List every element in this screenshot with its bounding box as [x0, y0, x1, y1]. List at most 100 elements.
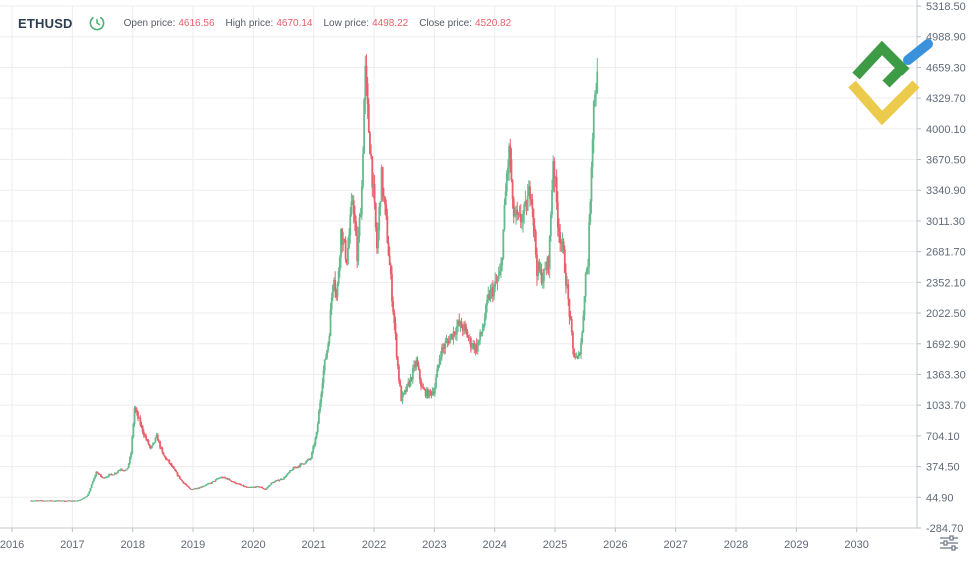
candle-body: [478, 339, 480, 343]
candle-body: [250, 486, 253, 488]
candle-body: [247, 486, 250, 488]
candle-body: [592, 101, 595, 140]
candle-body: [525, 201, 528, 211]
candle-body: [135, 410, 138, 413]
candle-body: [313, 444, 316, 447]
candle-body: [447, 340, 450, 344]
candle-body: [190, 489, 193, 491]
candle-body: [110, 474, 113, 476]
candle-body: [261, 487, 264, 489]
candle-body: [219, 477, 222, 479]
candle-body: [451, 333, 454, 339]
candle-body: [289, 470, 291, 473]
candle-body: [546, 257, 549, 271]
candle-body: [428, 390, 431, 398]
candle-body: [341, 228, 344, 245]
candle-body: [294, 467, 297, 469]
candle-body: [460, 321, 463, 328]
candle-body: [594, 94, 596, 102]
candle-body: [318, 411, 320, 424]
candle-body: [113, 473, 116, 475]
candle-body: [258, 486, 261, 488]
candle-body: [369, 132, 371, 155]
candle-body: [433, 387, 436, 394]
candle-body: [589, 201, 592, 223]
candle-body: [186, 485, 189, 487]
candle-body: [307, 458, 310, 461]
y-tick-label: 374.50: [926, 462, 960, 474]
candle-body: [62, 500, 65, 502]
candle-body: [282, 479, 284, 481]
candles: [30, 54, 599, 502]
candle-body: [511, 180, 514, 199]
candle-body: [159, 441, 161, 448]
candle-body: [182, 481, 185, 483]
candle-body: [356, 235, 359, 262]
x-tick-label: 2018: [120, 539, 144, 551]
candle-body: [363, 99, 366, 154]
candle-body: [211, 481, 214, 484]
candle-body: [540, 269, 543, 284]
candle-body: [306, 460, 309, 462]
candle-body: [202, 486, 204, 488]
candle-body: [233, 481, 236, 483]
candle-body: [112, 474, 115, 476]
candle-body: [144, 435, 146, 437]
candle-body: [30, 500, 33, 502]
candle-body: [415, 359, 418, 367]
candle-body: [538, 262, 541, 271]
candle-body: [413, 364, 415, 369]
candle-body: [391, 274, 393, 302]
candle-body: [480, 332, 483, 334]
candle-body: [87, 493, 90, 496]
candle-body: [262, 488, 265, 490]
candle-body: [543, 268, 545, 282]
candle-body: [64, 500, 66, 502]
candle-body: [300, 463, 303, 465]
candle-body: [52, 500, 55, 502]
candle-body: [574, 357, 577, 359]
candle-body: [124, 469, 127, 471]
candle-body: [416, 359, 419, 366]
candle-body: [376, 227, 378, 249]
candle-body: [37, 500, 40, 502]
candle-body: [75, 500, 78, 502]
candle-body: [486, 299, 488, 305]
candle-body: [475, 344, 478, 352]
candle-body: [148, 444, 151, 447]
candle-body: [238, 483, 240, 485]
candle-body: [531, 199, 534, 209]
y-tick-label: -284.70: [926, 523, 963, 535]
candle-body: [403, 390, 406, 393]
settings-sliders-icon[interactable]: [939, 535, 959, 551]
candle-body: [359, 214, 362, 218]
candle-body: [171, 466, 174, 468]
candle-body: [220, 477, 223, 479]
candle-body: [585, 269, 588, 274]
x-tick-label: 2016: [0, 539, 24, 551]
candle-body: [180, 478, 182, 480]
candle-body: [342, 239, 345, 245]
candle-body: [101, 476, 103, 478]
candle-body: [411, 368, 414, 380]
candle-body: [437, 364, 440, 369]
candle-body: [93, 478, 95, 482]
candle-body: [529, 186, 531, 199]
candle-body: [295, 467, 298, 469]
candle-body: [552, 161, 555, 191]
candle-body: [373, 183, 376, 203]
candle-body: [490, 287, 493, 291]
clock-icon[interactable]: [89, 15, 105, 31]
candle-body: [168, 460, 171, 464]
candle-body: [322, 370, 325, 384]
candle-body: [519, 213, 522, 222]
candle-body: [319, 402, 321, 412]
candle-body: [51, 500, 54, 502]
symbol-label[interactable]: ETHUSD: [18, 15, 73, 31]
candle-body: [556, 202, 559, 228]
candle-body: [184, 483, 187, 485]
candle-body: [178, 475, 181, 479]
x-tick-label: 2019: [181, 539, 205, 551]
candle-body: [173, 467, 175, 469]
candle-body: [234, 481, 237, 484]
